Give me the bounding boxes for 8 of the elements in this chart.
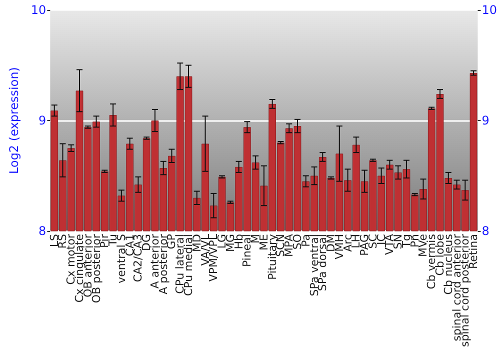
y-tick-label: 8: [38, 224, 46, 238]
y2-tick-label: 9: [482, 114, 490, 128]
y-tick-label: 10: [30, 3, 46, 17]
y-tick-label: 9: [38, 114, 46, 128]
y2-tick-label: 8: [482, 224, 490, 238]
y-axis-title: Log2 (expression): [7, 67, 21, 174]
x-tick-label: Retina: [467, 234, 480, 270]
y2-tick-label: 10: [482, 3, 498, 17]
